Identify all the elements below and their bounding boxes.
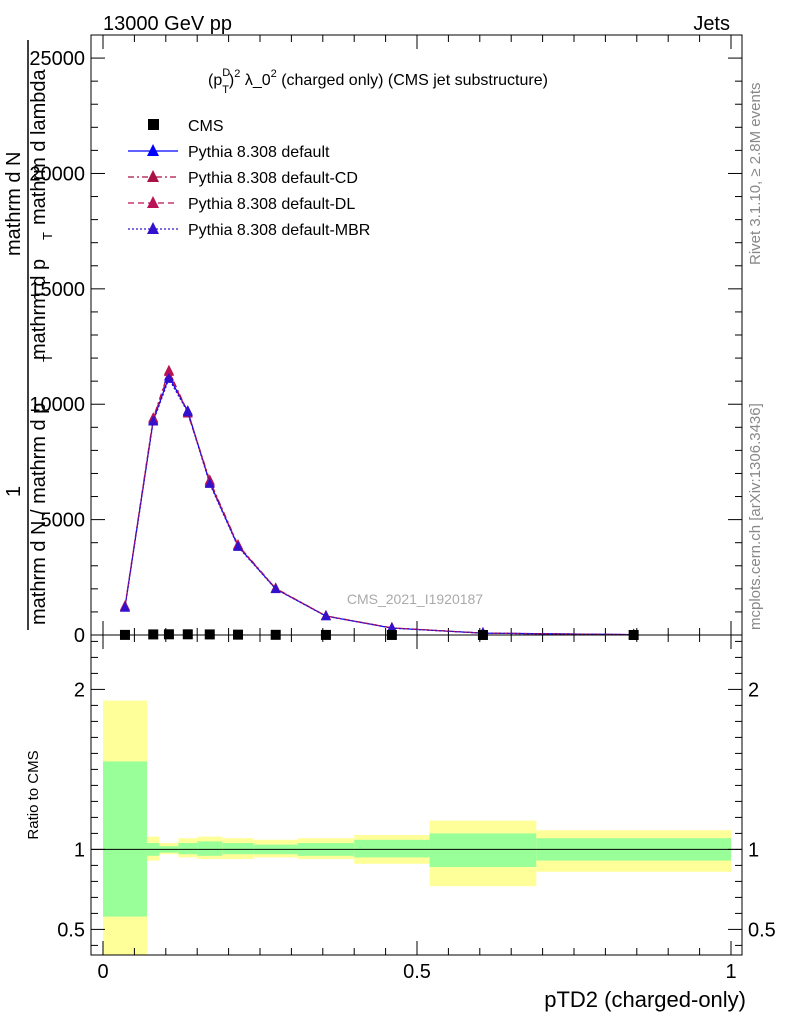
legend-marker-triangle <box>147 222 159 234</box>
ratio-bands <box>91 700 742 955</box>
energy-label: 13000 GeV pp <box>103 13 232 35</box>
legend-entry: Pythia 8.308 default <box>128 144 330 161</box>
ratio-band-green <box>222 843 254 855</box>
ratio-ytick-label: 1 <box>74 839 85 861</box>
series-line-3 <box>124 370 634 636</box>
ylabel-numerator-3: mathrm d lambda <box>28 69 50 225</box>
cms-point <box>204 629 215 640</box>
xtick-label: 1 <box>725 961 736 983</box>
main-ytick-label: 25000 <box>29 48 85 70</box>
legend-entry: CMS <box>148 118 224 135</box>
ratio-ylabel: Ratio to CMS <box>25 750 42 839</box>
ratio-band-green <box>103 761 147 917</box>
legend-marker-triangle <box>147 170 159 182</box>
legend-label: CMS <box>188 118 224 135</box>
legend-label: Pythia 8.308 default-DL <box>188 196 355 213</box>
ylabel-one: 1 <box>3 486 25 497</box>
ylabel-numerator-2: mathrm d p <box>28 259 50 360</box>
series-point-4 <box>270 583 281 594</box>
series-point-4 <box>182 406 193 417</box>
ylabel-numerator-sub: T <box>40 232 55 240</box>
series-point-4 <box>233 540 244 551</box>
main-axes: 0 5000 10000 15000 20000 25000 <box>29 35 742 647</box>
series-point-4 <box>119 601 130 612</box>
legend-marker-triangle <box>147 144 159 156</box>
series-point-3 <box>163 365 174 376</box>
legend-label: Pythia 8.308 default-CD <box>188 170 358 187</box>
ylabel-denominator: mathrm d N / mathrm d p <box>28 403 50 625</box>
main-ytick-label: 15000 <box>29 279 85 301</box>
main-ytick-label: 20000 <box>29 163 85 185</box>
legend-entry: Pythia 8.308 default-MBR <box>128 222 370 239</box>
xtick-label: 0 <box>97 961 108 983</box>
ylabel-numerator: mathrm d N <box>3 152 25 256</box>
ratio-ytick-label-right: 0.5 <box>748 919 776 941</box>
category-label: Jets <box>693 13 730 35</box>
series-line-2 <box>124 369 634 636</box>
ratio-ytick-label-right: 1 <box>748 839 759 861</box>
main-ytick-label: 0 <box>74 625 85 647</box>
main-title: (pD T)2 λ_02 (charged only) (CMS jet subs… <box>208 67 548 96</box>
series-point-4 <box>148 415 159 426</box>
rivet-label: Rivet 3.1.10, ≥ 2.8M events <box>747 83 764 266</box>
cms-point <box>163 629 174 640</box>
ratio-ytick-label: 2 <box>74 679 85 701</box>
main-ytick-label: 5000 <box>41 510 86 532</box>
cms-point <box>148 629 159 640</box>
main-ytick-label: 10000 <box>29 394 85 416</box>
xlabel: pTD2 (charged-only) <box>544 987 746 1012</box>
ratio-band-green <box>197 841 223 856</box>
legend: CMS Pythia 8.308 default Pythia 8.308 defa… <box>128 118 370 239</box>
legend-entry: Pythia 8.308 default-DL <box>128 196 355 213</box>
series-point-4 <box>386 622 397 633</box>
legend-marker-square <box>148 119 159 130</box>
legend-marker-triangle <box>147 196 159 208</box>
series-point-4 <box>204 477 215 488</box>
ratio-ytick-label: 0.5 <box>57 919 85 941</box>
watermark: CMS_2021_I1920187 <box>347 591 483 607</box>
legend-label: Pythia 8.308 default <box>188 144 330 161</box>
ratio-band-green <box>178 843 198 855</box>
ratio-band-green <box>429 833 537 867</box>
main-ylabel: 1 mathrm d N / mathrm d p T mathrm d N m… <box>3 40 55 630</box>
ratio-axes: 0.5 0.5 1 1 2 2 0 0.5 1 <box>57 635 776 983</box>
legend-label: Pythia 8.308 default-MBR <box>188 222 370 239</box>
ratio-ytick-label-right: 2 <box>748 679 759 701</box>
xtick-label: 0.5 <box>403 961 431 983</box>
ylabel-denominator-sub: T <box>40 354 55 362</box>
mcplots-label: mcplots.cern.ch [arXiv:1306.3436] <box>747 403 764 630</box>
legend-entry: Pythia 8.308 default-CD <box>128 170 358 187</box>
ratio-band-green <box>354 839 430 858</box>
series-point-4 <box>320 610 331 621</box>
series-point-4 <box>163 372 174 383</box>
ratio-frame <box>90 634 743 956</box>
cms-point <box>182 629 193 640</box>
